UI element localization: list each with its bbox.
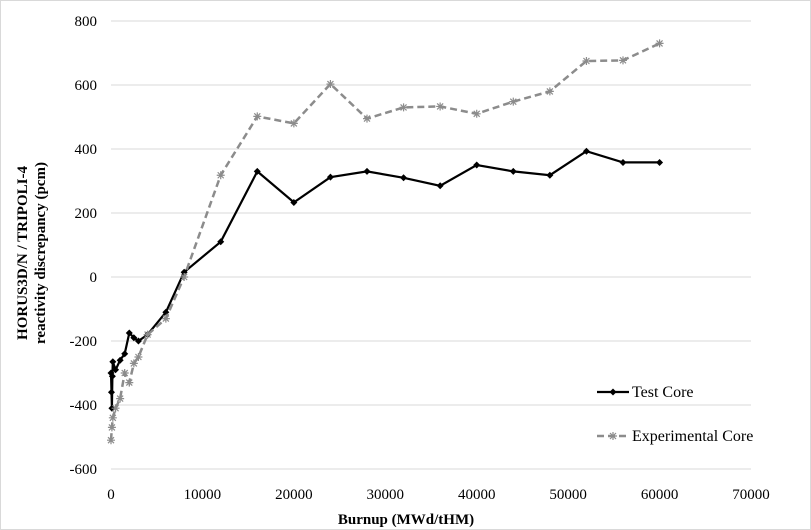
x-tick-label: 40000 — [458, 487, 496, 503]
y-tick-label: -200 — [70, 334, 98, 350]
y-axis-title-line1: HORUS3D/N / TRIPOLI-4 — [15, 166, 31, 340]
data-point — [161, 314, 170, 323]
data-point — [656, 158, 664, 166]
data-point — [472, 109, 481, 118]
data-point — [400, 174, 408, 182]
data-point — [108, 372, 116, 380]
data-point — [107, 436, 115, 445]
data-point — [655, 39, 664, 48]
y-tick-label: 800 — [75, 14, 98, 30]
x-tick-label: 20000 — [275, 487, 313, 503]
data-point — [326, 80, 335, 89]
x-tick-label: 10000 — [184, 487, 222, 503]
data-point — [253, 112, 262, 121]
data-point — [130, 334, 138, 342]
data-point — [509, 167, 517, 175]
y-tick-label: 600 — [75, 78, 98, 94]
x-tick-label: 70000 — [732, 487, 770, 503]
data-point — [109, 358, 117, 366]
legend-label-2: Experimental Core — [632, 428, 753, 445]
data-point — [619, 158, 627, 166]
x-tick-label: 50000 — [549, 487, 587, 503]
data-point — [436, 182, 444, 190]
data-point — [107, 388, 115, 396]
series-line-2 — [109, 42, 661, 441]
legend-marker — [609, 388, 617, 396]
y-tick-label: -400 — [70, 398, 98, 414]
data-point — [253, 167, 261, 175]
data-point — [143, 330, 152, 339]
data-point — [121, 350, 129, 358]
legend-marker — [609, 432, 617, 440]
data-point — [363, 167, 371, 175]
data-point — [134, 353, 143, 361]
data-point — [125, 378, 134, 387]
series-line-1 — [109, 149, 660, 409]
x-tick-label: 60000 — [641, 487, 679, 503]
data-point — [116, 356, 124, 364]
data-point — [120, 369, 129, 377]
y-tick-label: 200 — [75, 206, 98, 222]
data-point — [111, 404, 120, 413]
x-tick-label: 30000 — [367, 487, 405, 503]
y-tick-label: 400 — [75, 142, 98, 158]
data-point — [216, 171, 225, 180]
data-point — [473, 161, 481, 169]
legend-label-1: Test Core — [632, 384, 694, 401]
y-tick-label: 0 — [90, 270, 98, 286]
data-point — [582, 147, 590, 155]
data-point — [217, 238, 225, 246]
data-point — [436, 102, 445, 111]
data-point — [363, 114, 371, 123]
data-point — [545, 87, 554, 96]
data-point — [290, 198, 298, 206]
data-point — [546, 171, 554, 179]
data-point — [509, 97, 518, 106]
y-tick-label: -600 — [70, 462, 98, 478]
data-point — [619, 56, 627, 65]
data-point — [582, 57, 591, 65]
data-point — [399, 103, 408, 112]
data-point — [326, 173, 334, 181]
data-point — [134, 337, 142, 345]
y-axis-title-line2: reactivity discrepancy (pcm) — [33, 162, 49, 344]
x-tick-label: 0 — [107, 487, 115, 503]
data-point — [108, 413, 117, 422]
data-point — [107, 423, 116, 432]
data-point — [116, 394, 125, 403]
data-point — [112, 366, 120, 374]
x-axis-title: Burnup (MWd/tHM) — [338, 512, 474, 528]
data-point — [125, 329, 133, 337]
data-point — [289, 119, 298, 128]
data-point — [180, 273, 189, 281]
data-point — [129, 359, 138, 368]
